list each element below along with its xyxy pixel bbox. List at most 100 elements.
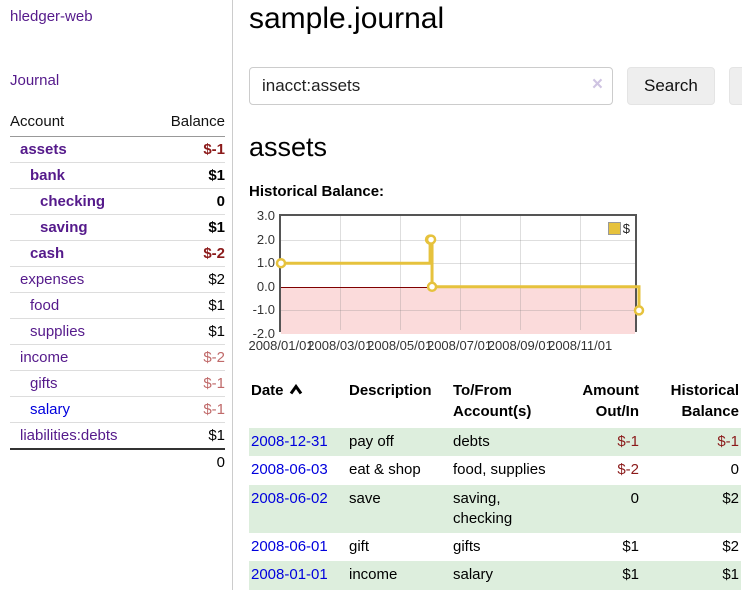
account-row: income $-2 bbox=[10, 345, 225, 371]
transaction-balance: $-1 bbox=[641, 428, 741, 456]
search-input[interactable] bbox=[249, 67, 613, 105]
y-tick-label: 1.0 bbox=[245, 256, 275, 270]
register-col-label: Amount bbox=[582, 382, 639, 399]
account-balance: $1 bbox=[153, 319, 225, 345]
transaction-date-link[interactable]: 2008-01-01 bbox=[251, 566, 328, 583]
account-link[interactable]: assets bbox=[20, 141, 67, 158]
account-balance: $2 bbox=[153, 267, 225, 293]
transaction-date-link[interactable]: 2008-06-03 bbox=[251, 461, 328, 478]
account-balance: $-2 bbox=[153, 345, 225, 371]
transaction-accounts: gifts bbox=[451, 533, 559, 561]
balance-series-line bbox=[281, 216, 639, 334]
transaction-date-link[interactable]: 2008-12-31 bbox=[251, 433, 328, 450]
accounts-total-row: 0 bbox=[10, 449, 225, 475]
search-button[interactable]: Search bbox=[627, 67, 715, 105]
account-link[interactable]: expenses bbox=[20, 271, 84, 288]
account-link[interactable]: salary bbox=[30, 401, 70, 418]
account-balance: $-1 bbox=[153, 137, 225, 163]
transaction-balance: $2 bbox=[641, 485, 741, 534]
page-title: sample.journal bbox=[249, 2, 742, 36]
account-link[interactable]: food bbox=[30, 297, 59, 314]
register-col-header: AmountOut/In bbox=[559, 378, 641, 428]
legend-swatch-icon bbox=[608, 222, 621, 235]
page: hledger-web Journal Account Balance asse… bbox=[0, 0, 742, 590]
account-link[interactable]: supplies bbox=[30, 323, 85, 340]
account-link[interactable]: saving bbox=[40, 219, 88, 236]
account-link[interactable]: gifts bbox=[30, 375, 58, 392]
register-header-row: DateDescriptionTo/FromAccount(s)AmountOu… bbox=[249, 378, 741, 428]
accounts-header-row: Account Balance bbox=[10, 109, 225, 137]
account-row: bank $1 bbox=[10, 163, 225, 189]
account-link[interactable]: bank bbox=[30, 167, 65, 184]
sidebar-item-journal[interactable]: Journal bbox=[10, 72, 225, 89]
y-tick-label: -2.0 bbox=[245, 327, 275, 341]
register-col-header: HistoricalBalance bbox=[641, 378, 741, 428]
account-balance: $1 bbox=[153, 293, 225, 319]
transaction-amount: $-1 bbox=[559, 428, 641, 456]
transaction-row: 2008-06-02 savesaving, checking0$2 bbox=[249, 485, 741, 534]
chart-plot-area: 2008/01/012008/03/012008/05/012008/07/01… bbox=[279, 214, 637, 332]
transaction-accounts: debts bbox=[451, 428, 559, 456]
register-col-header[interactable]: Date bbox=[249, 378, 347, 428]
account-row: liabilities:debts $1 bbox=[10, 423, 225, 450]
search-bar: × Search ? bbox=[249, 67, 742, 105]
transaction-row: 2008-06-01giftgifts$1$2 bbox=[249, 533, 741, 561]
register-col-label: Balance bbox=[681, 403, 739, 420]
historical-balance-chart: 2008/01/012008/03/012008/05/012008/07/01… bbox=[279, 214, 742, 360]
register-col-label: Date bbox=[251, 382, 284, 399]
clear-search-icon[interactable]: × bbox=[592, 74, 603, 96]
transaction-description: pay off bbox=[347, 428, 451, 456]
transaction-description: eat & shop bbox=[347, 456, 451, 484]
legend-label: $ bbox=[623, 221, 630, 236]
account-balance: $1 bbox=[153, 163, 225, 189]
account-row: salary $-1 bbox=[10, 397, 225, 423]
register-col-header: Description bbox=[347, 378, 451, 428]
account-row: expenses $2 bbox=[10, 267, 225, 293]
transaction-row: 2008-12-31pay offdebts$-1$-1 bbox=[249, 428, 741, 456]
sort-ascending-icon bbox=[289, 380, 303, 401]
account-link[interactable]: liabilities:debts bbox=[20, 427, 118, 444]
transaction-accounts: saving, checking bbox=[451, 485, 559, 534]
transaction-date-cell: 2008-01-01 bbox=[249, 561, 347, 589]
chart-legend: $ bbox=[608, 221, 630, 236]
accounts-col-account: Account bbox=[10, 109, 153, 137]
transaction-accounts: salary bbox=[451, 561, 559, 589]
transaction-date-link[interactable]: 2008-06-01 bbox=[251, 538, 328, 555]
account-balance: 0 bbox=[153, 189, 225, 215]
accounts-total-spacer bbox=[10, 449, 153, 475]
account-link[interactable]: income bbox=[20, 349, 68, 366]
transaction-description: income bbox=[347, 561, 451, 589]
transaction-amount: $-2 bbox=[559, 456, 641, 484]
transaction-balance: 0 bbox=[641, 456, 741, 484]
register-col-label: Description bbox=[349, 382, 432, 399]
account-balance: $-1 bbox=[153, 397, 225, 423]
y-tick-label: -1.0 bbox=[245, 303, 275, 317]
y-tick-label: 3.0 bbox=[245, 209, 275, 223]
account-link[interactable]: cash bbox=[30, 245, 64, 262]
register-body: 2008-12-31pay offdebts$-1$-12008-06-03ea… bbox=[249, 428, 741, 590]
account-row: food $1 bbox=[10, 293, 225, 319]
account-row: gifts$-1 bbox=[10, 371, 225, 397]
transaction-date-link[interactable]: 2008-06-02 bbox=[251, 490, 328, 507]
transaction-row: 2008-01-01incomesalary$1$1 bbox=[249, 561, 741, 589]
account-heading: assets bbox=[249, 132, 742, 163]
transaction-date-cell: 2008-12-31 bbox=[249, 428, 347, 456]
transaction-row: 2008-06-03 eat & shopfood, supplies$-20 bbox=[249, 456, 741, 484]
account-row: saving$1 bbox=[10, 215, 225, 241]
transaction-date-cell: 2008-06-01 bbox=[249, 533, 347, 561]
data-point-marker bbox=[277, 259, 285, 267]
account-balance: $1 bbox=[153, 423, 225, 450]
account-link[interactable]: checking bbox=[40, 193, 105, 210]
transaction-description: save bbox=[347, 485, 451, 534]
transaction-accounts: food, supplies bbox=[451, 456, 559, 484]
transaction-amount: 0 bbox=[559, 485, 641, 534]
help-button[interactable]: ? bbox=[729, 67, 742, 105]
main-content: sample.journal × Search ? assets Histori… bbox=[233, 0, 742, 590]
transaction-balance: $2 bbox=[641, 533, 741, 561]
account-balance: $-2 bbox=[153, 241, 225, 267]
y-tick-label: 0.0 bbox=[245, 280, 275, 294]
account-row: checking 0 bbox=[10, 189, 225, 215]
accounts-col-balance: Balance bbox=[153, 109, 225, 137]
brand-link[interactable]: hledger-web bbox=[10, 8, 225, 25]
x-tick-label: 2008/05/01 bbox=[367, 338, 432, 353]
